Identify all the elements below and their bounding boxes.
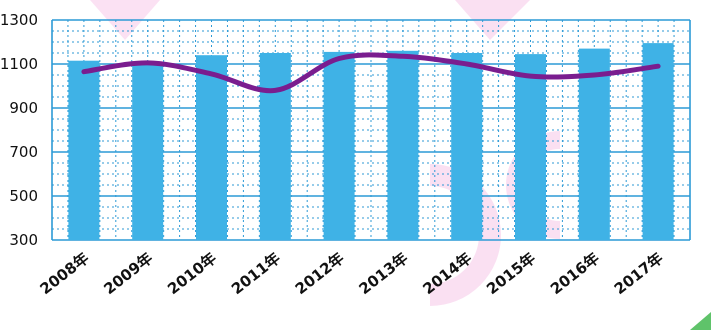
bar-2014年 (451, 53, 483, 240)
bar-2017年 (642, 43, 674, 240)
bar-2016年 (578, 48, 610, 240)
bar-2013年 (387, 50, 419, 240)
y-tick-label: 1100 (0, 55, 38, 73)
y-tick-label: 900 (9, 99, 38, 117)
x-tick-label: 2012年 (292, 249, 348, 298)
y-tick-label: 1300 (0, 11, 38, 29)
bar-2015年 (515, 54, 546, 240)
x-tick-label: 2010年 (164, 249, 220, 298)
bar-2008年 (68, 60, 100, 241)
bar-2010年 (196, 55, 227, 241)
x-tick-label: 2008年 (37, 249, 93, 298)
y-tick-label: 500 (9, 187, 38, 205)
x-tick-label: 2017年 (611, 249, 667, 298)
x-tick-label: 2011年 (228, 249, 284, 298)
line-path (81, 52, 661, 94)
y-tick-label: 300 (9, 231, 38, 249)
x-axis: 2008年 2009年 2010年 2011年 2012年 2013年 2014年 2015年… (37, 249, 667, 298)
line-series (81, 52, 661, 94)
bar-2009年 (132, 62, 164, 241)
bar-2011年 (259, 53, 291, 240)
x-tick-label: 2016年 (547, 249, 603, 298)
x-tick-label: 2013年 (356, 249, 412, 298)
y-axis: 300 500 700 900 1100 1300 (0, 11, 38, 249)
bar-2012年 (323, 51, 355, 241)
y-tick-label: 700 (9, 143, 38, 161)
bars (68, 43, 674, 241)
x-tick-label: 2009年 (100, 249, 156, 298)
corner-decoration (690, 312, 711, 330)
